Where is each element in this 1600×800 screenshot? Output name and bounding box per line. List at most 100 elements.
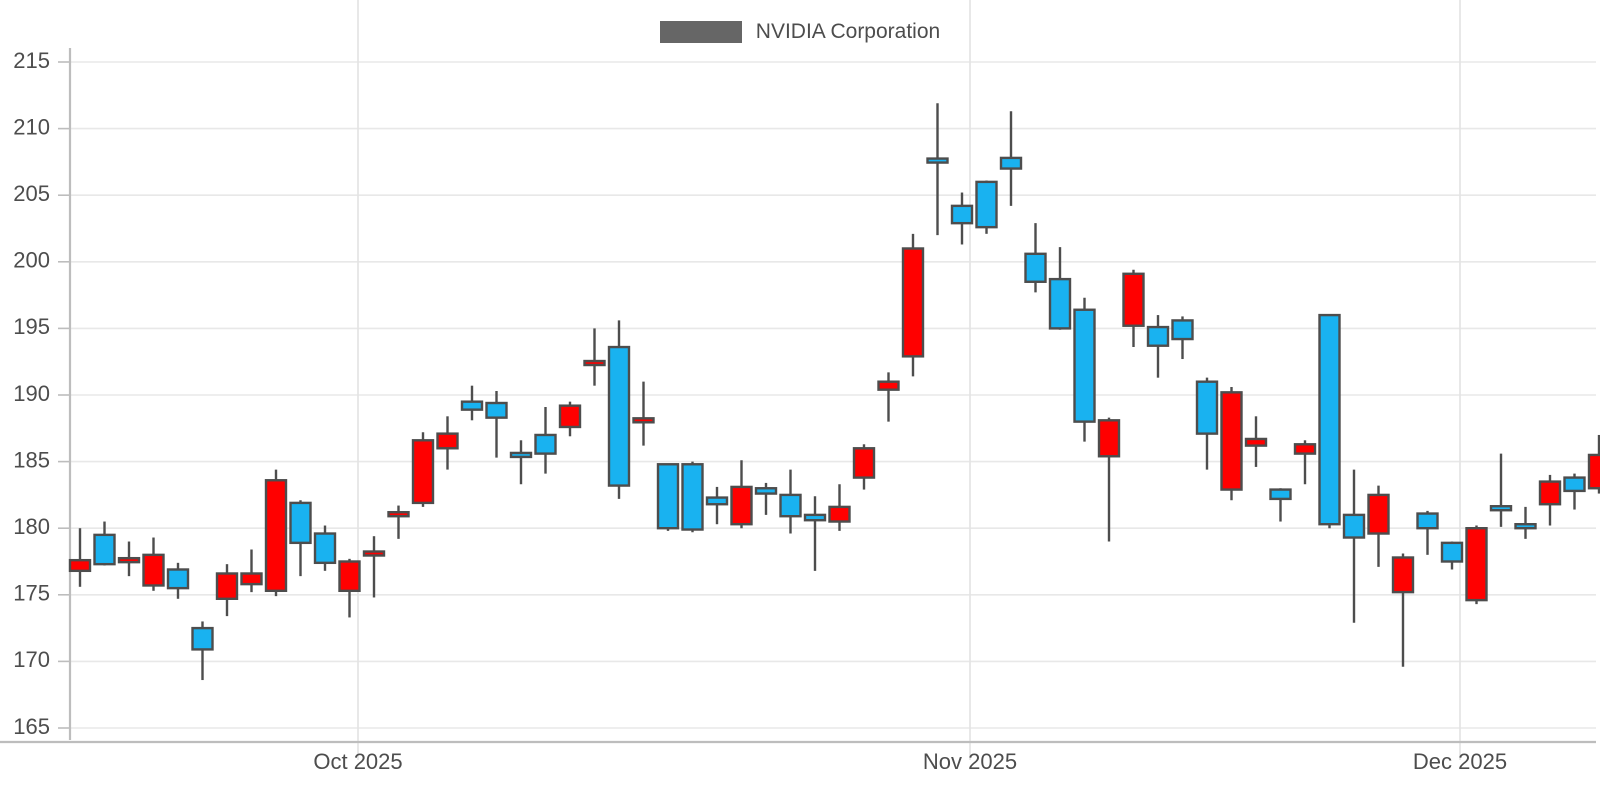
legend-series-label: NVIDIA Corporation [755, 20, 941, 43]
candle-body [1514, 523, 1537, 530]
y-axis-tick-label: 170 [13, 647, 50, 672]
candle-body [215, 572, 239, 600]
candlestick [1391, 553, 1415, 667]
candle-body [191, 626, 214, 651]
candlestick [215, 564, 239, 617]
candle-body [1342, 513, 1366, 539]
candle-body [828, 505, 851, 523]
candle-body [411, 439, 435, 505]
candlestick [1587, 434, 1600, 494]
candlestick [117, 541, 141, 577]
candle-body [509, 451, 533, 459]
candlestick [901, 233, 925, 377]
y-axis-tick-label: 190 [13, 381, 50, 406]
candle-body [754, 487, 778, 495]
candlestick [1367, 485, 1390, 567]
candle-body [534, 433, 557, 455]
candle-body [1146, 325, 1170, 347]
candle-body [1122, 272, 1145, 327]
candlestick [68, 528, 92, 587]
candlestick [1195, 377, 1219, 470]
candlestick [1293, 440, 1317, 485]
candlestick [1220, 387, 1243, 501]
candlestick [460, 385, 484, 421]
candlestick [1440, 541, 1464, 570]
candlestick [289, 500, 312, 577]
candlestick [1465, 525, 1488, 605]
candle-body [387, 511, 410, 518]
y-axis-tick-label: 175 [13, 581, 50, 606]
candle-body [338, 560, 361, 593]
candle-body [1244, 437, 1268, 447]
candlestick [142, 537, 165, 591]
candlestick [411, 432, 435, 507]
candle-body [1195, 380, 1219, 435]
candle-body [950, 204, 974, 225]
candle-body [1171, 319, 1194, 341]
candle-body [240, 572, 263, 586]
candle-body [362, 550, 386, 557]
candle-body [93, 533, 116, 566]
candlestick [338, 558, 361, 618]
candlestick [656, 463, 680, 531]
candlestick [1122, 269, 1145, 348]
y-axis-tick-label: 200 [13, 248, 50, 273]
candlestick [803, 496, 827, 571]
candlestick [632, 381, 655, 446]
legend-color-swatch [659, 21, 742, 43]
candlestick [534, 406, 557, 474]
candlestick [264, 469, 288, 597]
candlestick [1024, 223, 1047, 293]
chart-legend: NVIDIA Corporation [0, 16, 1600, 48]
candlestick [1097, 417, 1121, 542]
candlestick [1048, 247, 1072, 330]
candlestick [779, 469, 802, 534]
candlestick [485, 391, 508, 458]
y-axis-tick-label: 185 [13, 447, 50, 472]
candle-body [1293, 443, 1317, 455]
candlestick [436, 416, 459, 470]
candle-body [1416, 512, 1439, 530]
candlestick [1171, 316, 1194, 360]
candle-body [852, 447, 876, 479]
candle-body [1097, 419, 1121, 458]
x-tick-labels-group: Oct 2025 Nov 2025 Dec 2025 [313, 749, 1507, 774]
candle-body [779, 493, 802, 518]
candlestick [1073, 297, 1096, 442]
candlestick [509, 440, 533, 485]
y-axis-tick-label: 195 [13, 314, 50, 339]
candlestick [681, 461, 704, 533]
candlestick [166, 562, 190, 599]
candlestick [191, 621, 214, 681]
candlestick [852, 444, 876, 490]
axis-lines-group [0, 48, 1596, 744]
y-axis-tick-label: 165 [13, 714, 50, 739]
candlestick [362, 536, 386, 598]
candle-body [999, 156, 1023, 170]
candlestick [1514, 506, 1537, 539]
candlestick [1538, 474, 1562, 526]
candlestick [1416, 510, 1439, 555]
candlestick [1318, 313, 1341, 529]
candle-body [926, 157, 949, 164]
candlestick [240, 549, 263, 593]
candlestick [583, 328, 606, 386]
candle-body [705, 496, 729, 506]
candlestick [1563, 473, 1586, 510]
candle-body [583, 359, 606, 367]
candlestick [1146, 315, 1170, 378]
candle-body [1538, 480, 1562, 506]
candlestick [1269, 488, 1292, 522]
candle-body [877, 380, 900, 391]
candlestick [1342, 469, 1366, 623]
candle-body [1391, 556, 1415, 594]
candlestick [387, 505, 410, 539]
candlestick [1489, 453, 1513, 527]
candle-body [460, 400, 484, 411]
candlestick [926, 103, 949, 236]
candle-body [117, 556, 141, 564]
candle-body [264, 479, 288, 593]
candle-body [1367, 493, 1390, 535]
